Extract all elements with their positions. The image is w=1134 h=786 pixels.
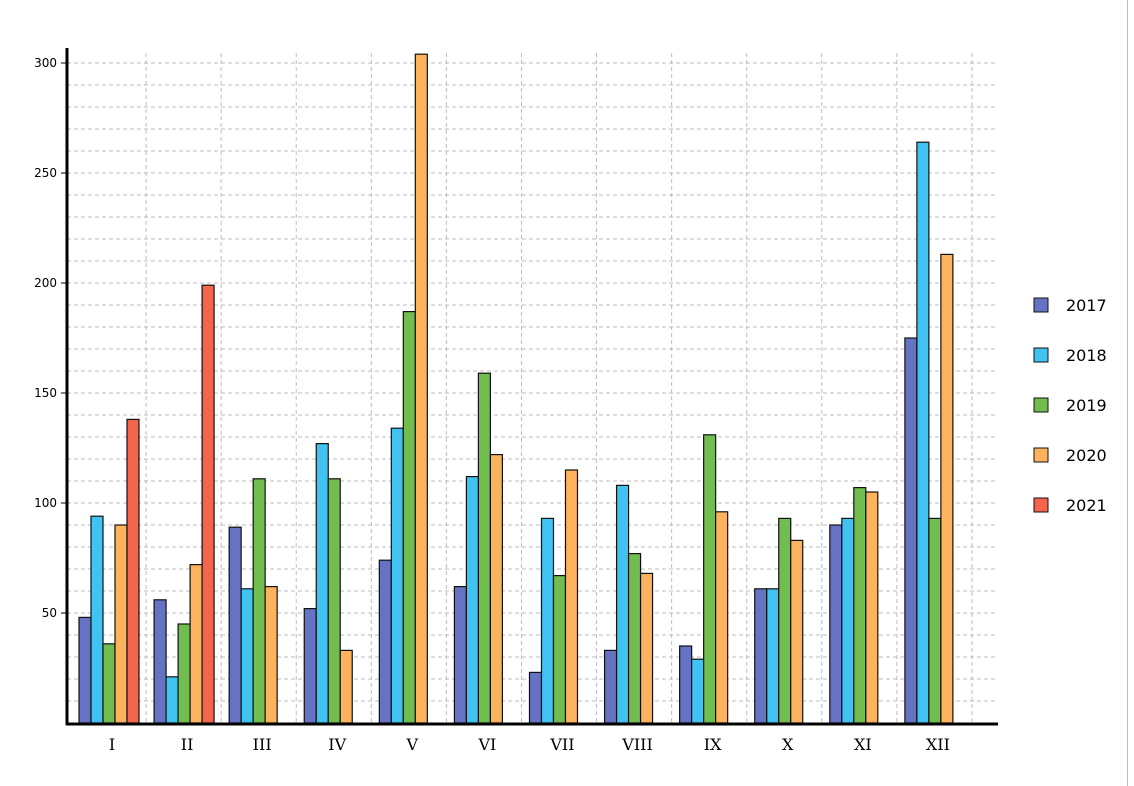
bar-2019-X	[778, 517, 792, 724]
grid	[67, 53, 998, 723]
x-tick-label-V: V	[406, 735, 419, 754]
bar-2018-VII	[540, 517, 555, 724]
legend-label-2019: 2019	[1066, 396, 1107, 415]
x-tick-label-III: III	[253, 735, 272, 754]
bar-2019-VIII	[627, 552, 642, 724]
x-tick-label-VI: VI	[477, 735, 496, 754]
bar-2017-XI	[829, 524, 843, 724]
bar-2018-X	[766, 588, 780, 724]
bar-2018-II	[165, 676, 179, 724]
bar-2018-V	[390, 427, 404, 724]
bar-2019-V	[402, 311, 416, 724]
legend-label-2021: 2021	[1066, 496, 1107, 515]
bar-2017-IX	[679, 645, 693, 724]
bar-2019-IX	[703, 434, 717, 724]
bar-2018-I	[90, 515, 104, 724]
bar-2019-XII	[928, 517, 942, 724]
x-tick-label-X: X	[782, 735, 794, 754]
legend: 2017 2018 2019 2020 2021	[1033, 296, 1107, 515]
legend-label-2020: 2020	[1066, 446, 1107, 465]
legend-swatch-2020	[1033, 447, 1049, 463]
legend-label-2017: 2017	[1066, 296, 1107, 315]
bar-2018-XII	[916, 141, 930, 724]
panel-border	[1127, 0, 1128, 786]
bar-2018-III	[240, 588, 254, 724]
legend-swatch-2018	[1033, 347, 1049, 363]
bar-2017-IV	[303, 607, 317, 724]
bar-2020-VII	[564, 469, 579, 724]
y-tick-label-50: 50	[42, 606, 57, 620]
y-tick-label-100: 100	[34, 496, 57, 510]
bar-2019-VII	[552, 574, 567, 724]
x-tick-label-IV: IV	[328, 735, 346, 754]
bar-2020-X	[790, 539, 804, 724]
bar-2020-VI	[489, 454, 504, 724]
y-tick-label-200: 200	[34, 276, 57, 290]
bar-2018-XI	[841, 517, 855, 724]
bar-2020-XII	[940, 253, 954, 724]
bar-2017-V	[378, 559, 392, 724]
bar-2019-VI	[477, 372, 492, 724]
y-tick-label-150: 150	[34, 386, 57, 400]
x-tick-label-I: I	[109, 735, 115, 754]
bar-2017-XII	[904, 337, 918, 724]
bar-2020-III	[264, 585, 278, 724]
y-tick-label-250: 250	[34, 166, 57, 180]
bar-2017-VII	[528, 671, 543, 724]
bar-2020-II	[189, 563, 203, 724]
x-tick-label-XI: XI	[854, 735, 872, 754]
bar-2020-VIII	[639, 572, 654, 724]
bar-2018-IX	[691, 658, 705, 724]
x-tick-label-XII: XII	[926, 735, 950, 754]
bar-2017-VIII	[603, 649, 618, 724]
bar-2020-IX	[715, 511, 729, 724]
bar-2020-I	[114, 524, 128, 724]
bar-2019-I	[102, 643, 116, 724]
legend-swatch-2019	[1033, 397, 1049, 413]
bar-2019-II	[177, 623, 191, 724]
bar-2018-VI	[465, 476, 480, 724]
bar-2019-XI	[853, 487, 867, 724]
bar-2021-II	[201, 284, 215, 724]
bar-2020-XI	[865, 491, 879, 724]
bar-2020-IV	[339, 649, 353, 724]
bar-2019-III	[252, 478, 266, 724]
legend-label-2018: 2018	[1066, 346, 1107, 365]
bar-2017-I	[78, 616, 92, 724]
y-tick-label-300: 300	[34, 56, 57, 70]
bar-2018-IV	[315, 443, 329, 724]
bar-2018-VIII	[615, 484, 630, 724]
bar-2017-II	[153, 599, 167, 724]
axes	[61, 48, 998, 726]
bar-2021-I	[126, 418, 140, 724]
legend-swatch-2021	[1033, 497, 1049, 513]
bar-2017-VI	[453, 585, 468, 724]
bar-2019-IV	[327, 478, 341, 724]
x-tick-label-VIII: VIII	[621, 735, 653, 754]
bar-2017-X	[754, 588, 768, 724]
bar-2020-V	[414, 53, 428, 724]
x-tick-label-IX: IX	[704, 735, 722, 754]
x-tick-label-VII: VII	[549, 735, 574, 754]
legend-swatch-2017	[1033, 297, 1049, 313]
bar-2017-III	[228, 526, 242, 724]
bars	[78, 53, 954, 724]
x-tick-label-II: II	[181, 735, 194, 754]
